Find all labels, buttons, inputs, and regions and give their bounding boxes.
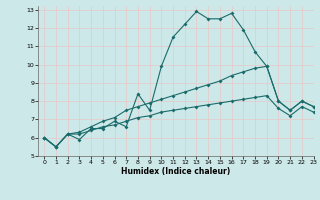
X-axis label: Humidex (Indice chaleur): Humidex (Indice chaleur) (121, 167, 231, 176)
